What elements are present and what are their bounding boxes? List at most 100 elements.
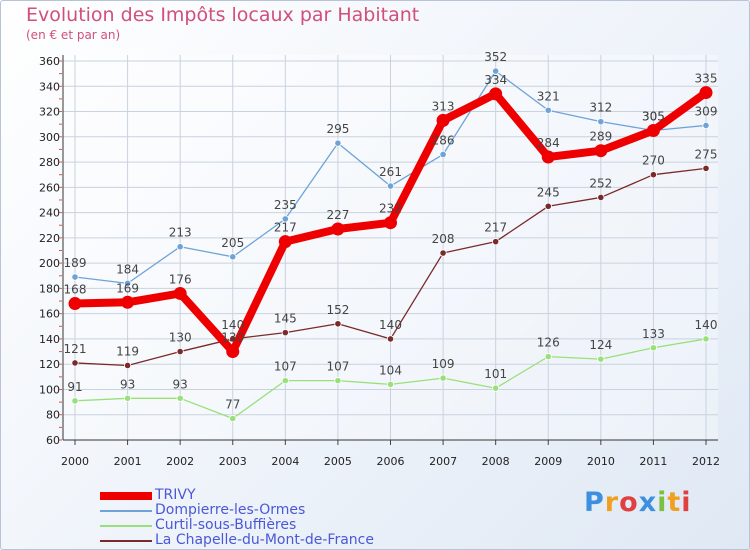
data-point [71,273,79,281]
data-label: 176 [169,272,192,286]
data-label: 168 [64,283,87,297]
data-label: 130 [221,331,244,345]
data-label: 270 [642,154,665,168]
data-label: 104 [379,363,402,377]
data-label: 205 [221,236,244,250]
x-tick-label: 2012 [692,455,720,468]
data-label: 121 [64,342,87,356]
y-tick-label: 60 [46,434,60,447]
data-label: 252 [589,176,612,190]
data-point [597,118,605,126]
data-label: 284 [537,136,560,150]
data-point [334,320,342,328]
data-point [123,279,132,287]
data-label: 217 [484,221,507,235]
data-point [68,297,82,311]
data-label: 275 [695,147,718,161]
data-label: 227 [326,208,349,222]
data-label: 145 [274,312,297,326]
data-point [492,384,500,392]
data-point [281,215,289,223]
logo-letter: r [604,487,620,518]
y-tick-label: 340 [39,80,60,93]
data-point [702,121,710,130]
logo-letter: t [667,487,682,518]
data-label: 295 [326,122,349,136]
data-label: 130 [169,331,192,345]
x-tick-label: 2005 [324,455,352,468]
data-point [226,345,240,359]
data-label: 208 [432,232,455,246]
x-tick-label: 2008 [482,455,510,468]
y-tick-label: 220 [39,232,60,245]
data-point [439,249,447,257]
y-tick-label: 80 [46,409,60,422]
data-label: 213 [169,226,192,240]
data-point [544,353,552,361]
data-label: 140 [221,318,244,332]
data-label: 140 [379,318,402,332]
chart-title: Evolution des Impôts locaux par Habitant [26,4,420,26]
x-tick-label: 2009 [534,455,562,468]
data-point [384,216,397,230]
data-point [123,361,132,370]
data-label: 189 [64,256,87,270]
y-tick-label: 120 [39,358,60,371]
data-label: 289 [589,130,612,144]
legend-swatch-dompierre [100,510,152,512]
data-label: 321 [537,89,560,103]
data-label: 313 [432,99,455,113]
data-label: 305 [642,109,665,123]
data-point [702,164,710,172]
y-tick-label: 280 [39,156,60,169]
legend-swatch-curtil [100,525,152,527]
data-point [386,380,395,389]
data-point [544,202,552,210]
y-tick-label: 160 [39,308,60,321]
data-point [649,171,658,179]
data-point [173,286,187,300]
proxiti-logo: Proxiti [584,487,692,518]
legend-item-curtil: Curtil-sous-Buffières [100,517,440,534]
legend-label-curtil: Curtil-sous-Buffières [155,517,297,533]
data-point [229,414,237,423]
data-point [123,394,132,402]
data-label: 93 [120,377,135,391]
logo-letter: i [681,487,692,518]
data-point [176,243,184,251]
data-label: 152 [326,303,349,317]
data-label: 184 [116,262,139,276]
data-point [492,67,500,75]
data-label: 261 [379,165,402,179]
legend-label-dompierre: Dompierre-les-Ormes [155,502,306,518]
data-label: 309 [695,104,718,118]
data-labels: 168 169 176 130 217 227 232 313 334 284 289 305 335 1… [64,50,718,411]
y-tick-label: 180 [39,282,60,295]
logo-letter: o [619,487,639,518]
data-point [386,335,395,343]
chart-subtitle: (en € et par an) [26,28,121,42]
data-label: 77 [225,398,240,412]
data-point [121,295,135,309]
data-point [176,394,184,402]
x-tick-label: 2000 [61,455,89,468]
y-tick-label: 140 [39,333,60,346]
data-label: 126 [537,336,560,350]
data-label: 232 [379,202,402,216]
data-point [699,86,713,100]
data-label: 335 [695,72,718,86]
logo-letter: i [657,487,668,518]
data-label: 109 [432,357,455,371]
data-point [331,222,345,236]
data-label: 133 [642,327,665,341]
data-point [544,106,552,114]
x-tick-label: 2011 [639,455,667,468]
data-label: 169 [116,281,139,295]
data-point [281,377,289,385]
legend-swatch-trivy [100,492,152,500]
legend-item-la-chapelle: La Chapelle-du-Mont-de-France [100,532,440,549]
data-point [702,335,710,343]
data-point [229,253,237,261]
y-tick-label: 300 [39,131,60,144]
x-tick-label: 2003 [219,455,247,468]
